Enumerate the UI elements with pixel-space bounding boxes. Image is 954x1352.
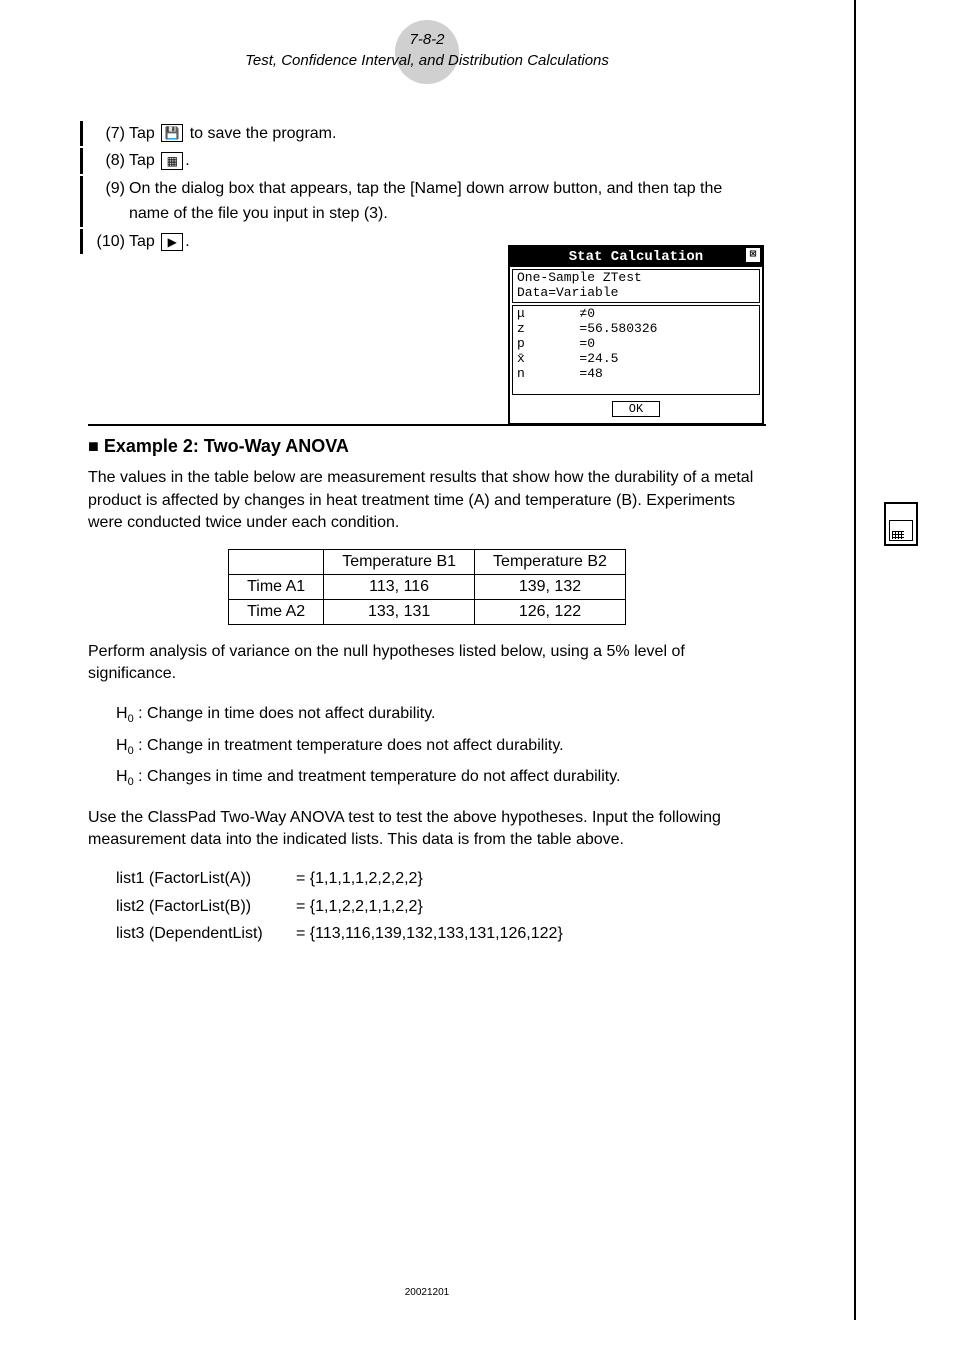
list-label: list1 (FactorList(A)): [116, 865, 296, 892]
table-row: Time A2 133, 131 126, 122: [229, 599, 626, 624]
table-header: Temperature B1: [324, 549, 475, 574]
list-value: = {113,116,139,132,133,131,126,122}: [296, 925, 563, 942]
table-cell: 126, 122: [475, 599, 626, 624]
hypotheses-list: H0 : Change in time does not affect dura…: [116, 699, 766, 792]
hypothesis-text: Change in treatment temperature does not…: [147, 737, 564, 754]
close-icon[interactable]: ⊠: [746, 248, 760, 262]
table-cell: 113, 116: [324, 574, 475, 599]
list-item: list1 (FactorList(A))= {1,1,1,1,2,2,2,2}: [116, 865, 766, 892]
ok-button[interactable]: OK: [612, 401, 660, 417]
calc-window-titlebar: Stat Calculation ⊠: [510, 247, 762, 267]
table-header-row: Temperature B1 Temperature B2: [229, 549, 626, 574]
intro-paragraph: The values in the table below are measur…: [88, 467, 766, 534]
step-9: (9) On the dialog box that appears, tap …: [80, 176, 766, 227]
page-subtitle: Test, Confidence Interval, and Distribut…: [88, 50, 766, 71]
text-fragment: .: [185, 233, 189, 250]
page-header: 7-8-2 Test, Confidence Interval, and Dis…: [88, 30, 766, 71]
text-fragment: Tap: [129, 125, 159, 142]
input-lists: list1 (FactorList(A))= {1,1,1,1,2,2,2,2}…: [116, 865, 766, 947]
text-fragment: to save the program.: [185, 125, 336, 142]
table-cell: 133, 131: [324, 599, 475, 624]
text-fragment: Tap: [129, 152, 159, 169]
footer-id: 20021201: [405, 1287, 450, 1298]
page-number: 7-8-2: [88, 30, 766, 50]
text-fragment: .: [185, 152, 189, 169]
step-num: (8): [91, 148, 129, 174]
list-label: list2 (FactorList(B)): [116, 893, 296, 920]
list-item: list2 (FactorList(B))= {1,1,2,2,1,1,2,2}: [116, 893, 766, 920]
step-num: (10): [91, 229, 129, 255]
play-icon: ▶: [161, 233, 183, 251]
save-icon: 💾: [161, 124, 183, 142]
calc-window-title: Stat Calculation: [569, 249, 703, 265]
table-cell: Time A2: [229, 599, 324, 624]
calculator-keypad-icon: [892, 531, 904, 539]
use-paragraph: Use the ClassPad Two-Way ANOVA test to t…: [88, 807, 766, 852]
calc-result-lines: μ ≠0 z =56.580326 p =0 x̄ =24.5 n =48: [512, 305, 760, 395]
step-text: On the dialog box that appears, tap the …: [129, 176, 766, 227]
text-fragment: Tap: [129, 233, 159, 250]
hypothesis-item: H0 : Change in time does not affect dura…: [116, 699, 766, 730]
list-label: list3 (DependentList): [116, 920, 296, 947]
hypothesis-text: Change in time does not affect durabilit…: [147, 705, 435, 722]
calculator-result-window: Stat Calculation ⊠ One-Sample ZTest Data…: [508, 245, 764, 425]
list-value: = {1,1,2,2,1,1,2,2}: [296, 898, 423, 915]
step-text: Tap 💾 to save the program.: [129, 121, 766, 147]
table-cell: 139, 132: [475, 574, 626, 599]
step-8: (8) Tap ▦.: [80, 148, 766, 174]
hypothesis-text: Changes in time and treatment temperatur…: [147, 768, 620, 785]
after-table-paragraph: Perform analysis of variance on the null…: [88, 641, 766, 686]
table-header: [229, 549, 324, 574]
anova-data-table: Temperature B1 Temperature B2 Time A1 11…: [228, 549, 626, 625]
table-row: Time A1 113, 116 139, 132: [229, 574, 626, 599]
step-7: (7) Tap 💾 to save the program.: [80, 121, 766, 147]
table-cell: Time A1: [229, 574, 324, 599]
list-item: list3 (DependentList)= {113,116,139,132,…: [116, 920, 766, 947]
calc-header-lines: One-Sample ZTest Data=Variable: [512, 269, 760, 303]
step-text: Tap ▦.: [129, 148, 766, 174]
screen-icon: ▦: [161, 152, 183, 170]
calculator-device-icon: [884, 502, 918, 546]
example-2-heading: Example 2: Two-Way ANOVA: [88, 436, 766, 457]
steps-list: (7) Tap 💾 to save the program. (8) Tap ▦…: [80, 121, 766, 255]
list-value: = {1,1,1,1,2,2,2,2}: [296, 870, 423, 887]
hypothesis-item: H0 : Changes in time and treatment tempe…: [116, 762, 766, 793]
hypothesis-item: H0 : Change in treatment temperature doe…: [116, 731, 766, 762]
table-header: Temperature B2: [475, 549, 626, 574]
step-num: (9): [91, 176, 129, 202]
page-content: 7-8-2 Test, Confidence Interval, and Dis…: [0, 0, 856, 1320]
step-num: (7): [91, 121, 129, 147]
